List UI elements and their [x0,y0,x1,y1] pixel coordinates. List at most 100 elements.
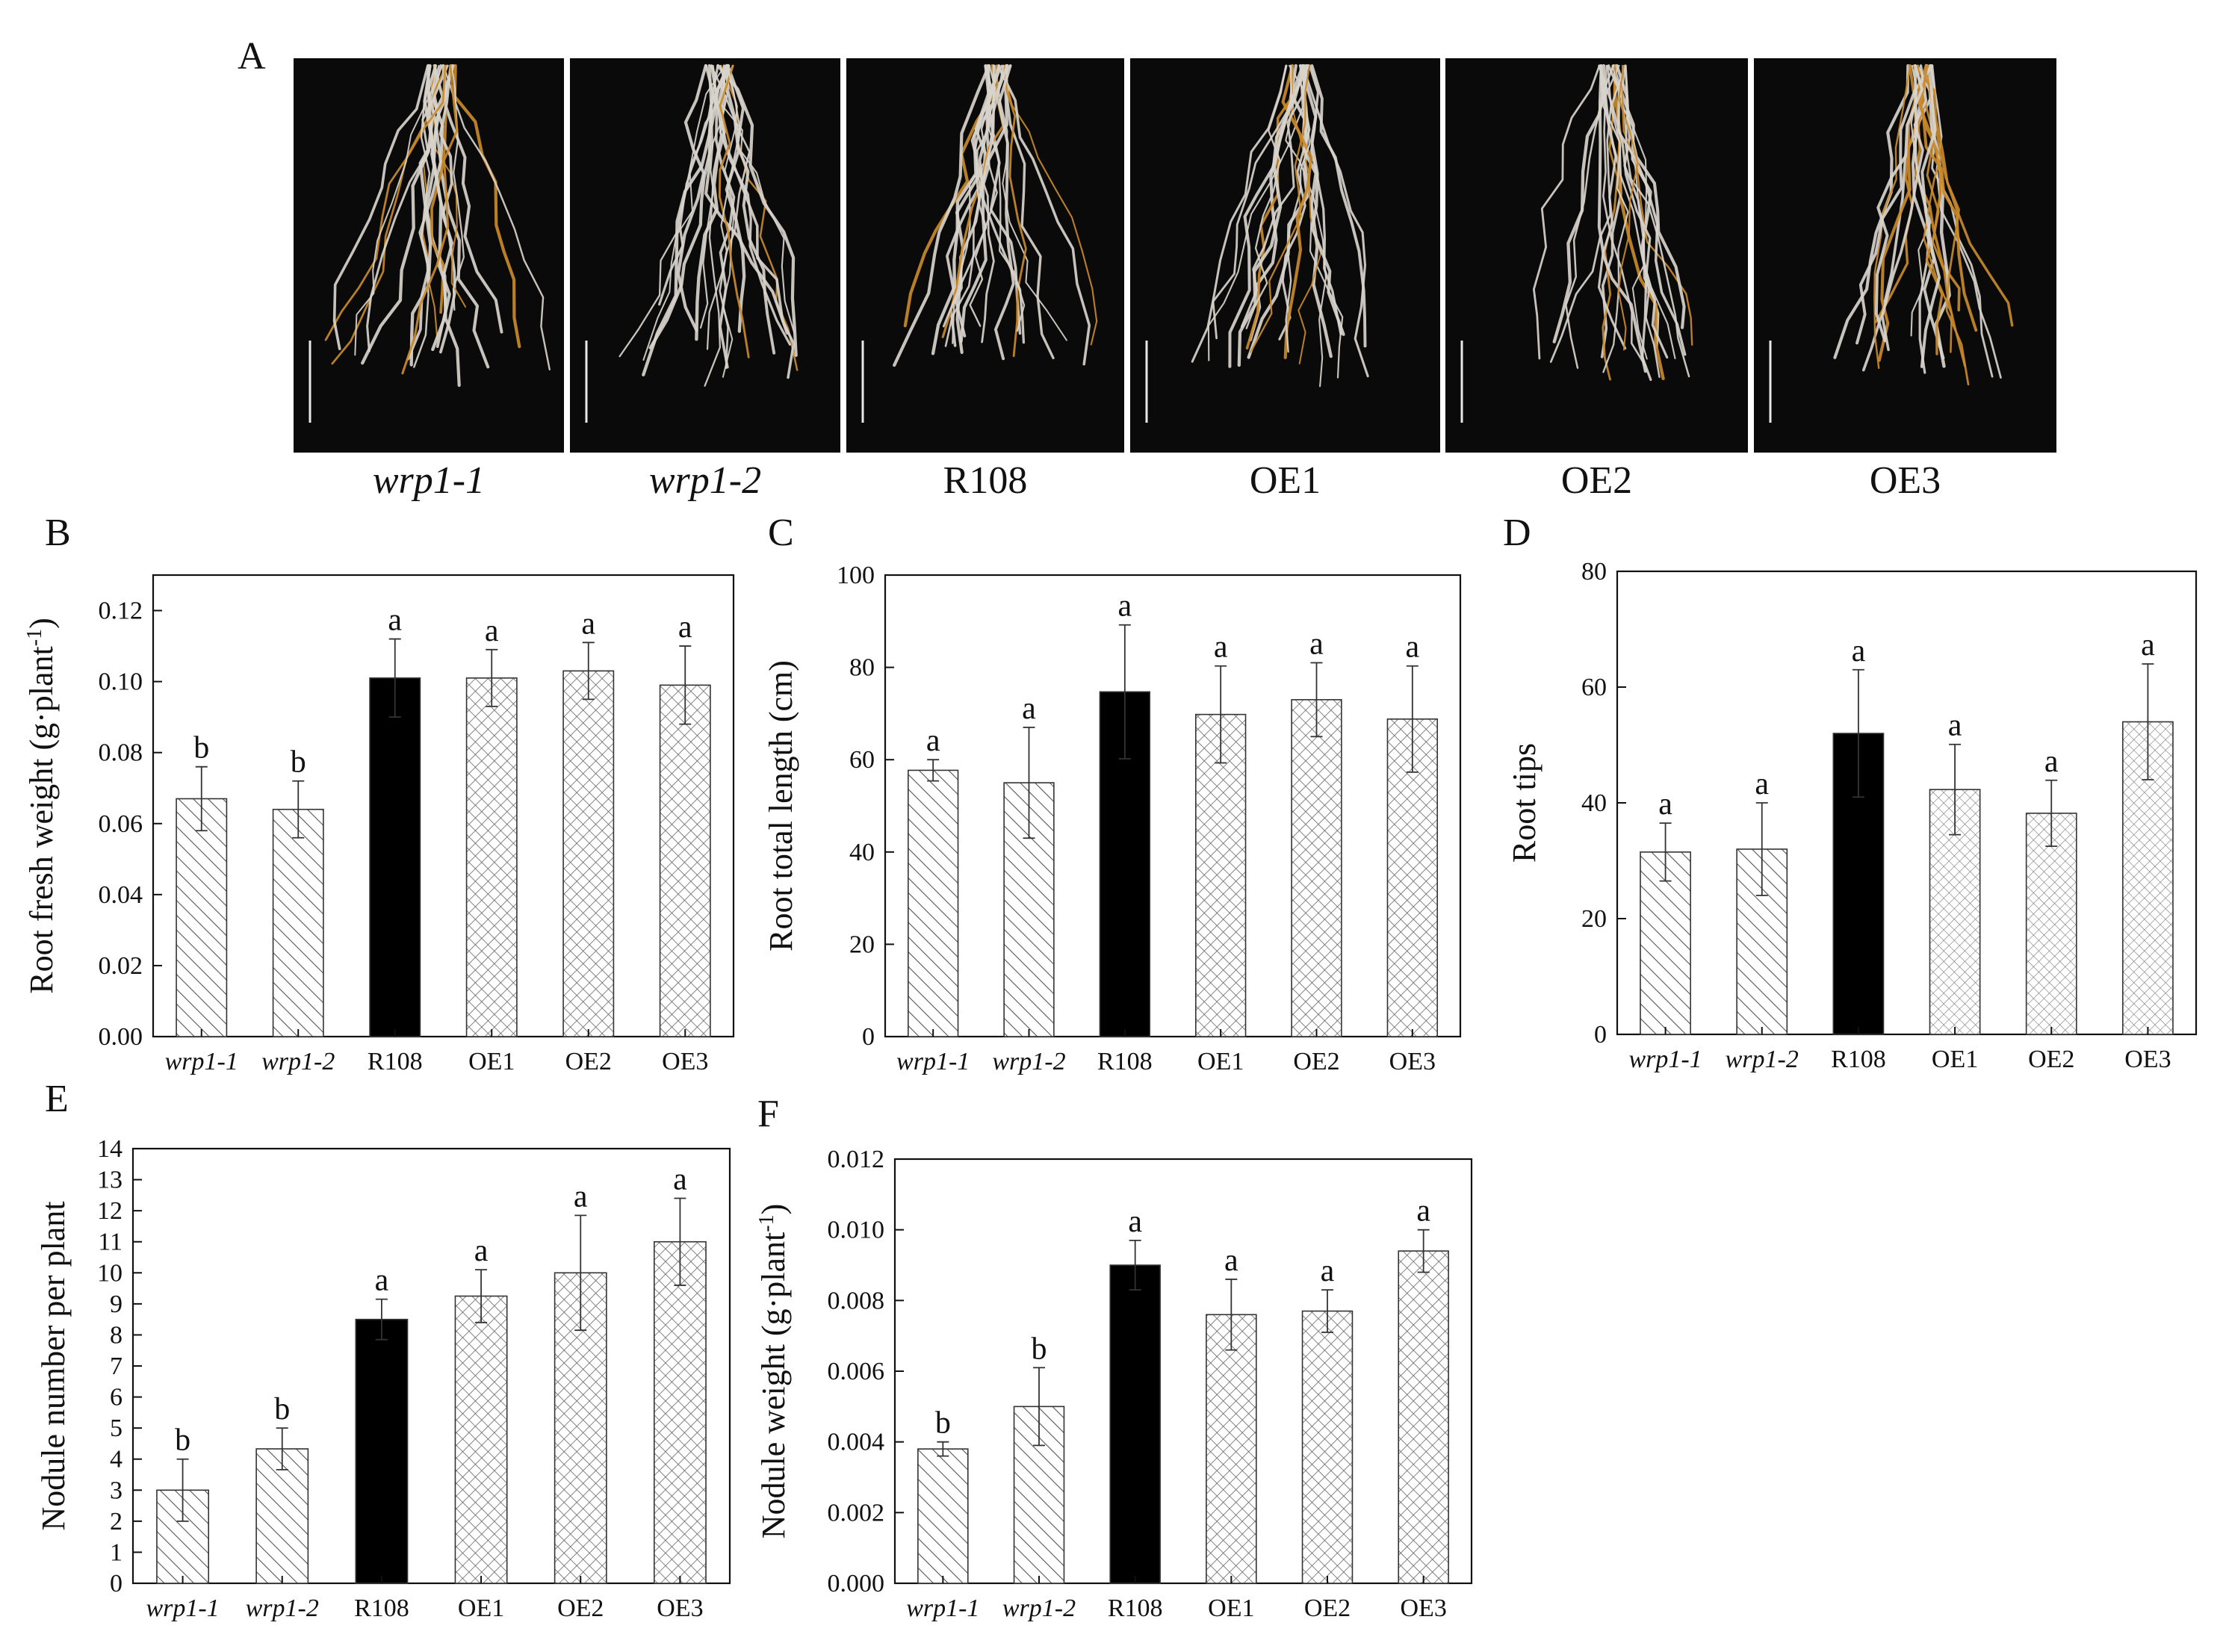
y-tick-label: 0.004 [828,1429,885,1456]
x-tick-label: wrp1-2 [246,1594,319,1622]
root-system-drawing [1833,63,2014,386]
significance-letter: a [2141,628,2155,662]
y-tick-label: 100 [837,562,875,589]
y-tick-label: 20 [1581,905,1607,933]
bar-charts: 0.00 0.02 0.04 0.06 0.08 0.10 0.12 Root fresh w… [23,558,2198,1622]
y-tick-label: 0.08 [99,739,143,767]
bar-OE2 [1301,1310,1354,1584]
significance-letter: a [1755,767,1769,801]
x-tick-label: OE3 [662,1048,708,1075]
photo-label: wrp1-2 [649,459,761,502]
x-tick-label: OE3 [657,1594,703,1622]
x-tick-label: OE2 [557,1594,604,1622]
bar-OE1 [1206,1314,1257,1584]
root-system-drawing [1533,63,1693,382]
y-tick-label: 1 [110,1538,123,1566]
x-tick-label: wrp1-2 [261,1048,335,1075]
significance-letter: a [1406,630,1420,665]
bar-R108 [355,1318,409,1584]
y-tick-label: 0.10 [99,668,143,696]
y-tick-label: 12 [97,1197,123,1225]
significance-letter: b [193,731,209,766]
significance-letter: b [935,1406,951,1441]
x-tick-label: R108 [1108,1594,1163,1622]
root-photo-6: OE3 [1754,58,2056,502]
significance-letter: b [274,1392,290,1426]
plot-frame [1616,570,2198,1036]
bar-OE1 [465,677,518,1037]
y-axis-label: Root total length (cm) [763,660,799,951]
y-tick-label: 0.02 [99,952,143,980]
bar-wrp1-1 [176,798,228,1037]
y-tick-label: 0.000 [828,1570,885,1597]
x-tick-label: wrp1-1 [165,1048,238,1075]
root-system-drawing [1191,63,1369,388]
x-tick-label: wrp1-1 [1628,1046,1702,1073]
y-axis-label: Root tips [1506,743,1543,863]
root-system-drawing [893,63,1098,367]
plot-frame [884,574,1462,1038]
y-tick-label: 10 [97,1259,123,1287]
y-tick-label: 0.12 [99,597,143,625]
x-tick-label: OE1 [468,1048,515,1075]
x-tick-label: R108 [1097,1048,1153,1075]
bar-R108 [1109,1264,1161,1584]
y-tick-label: 20 [849,931,875,958]
panel-letter-D: D [1503,512,1531,554]
significance-letter: a [581,606,595,641]
x-tick-label: OE1 [1197,1048,1244,1075]
x-tick-label: OE2 [565,1048,612,1075]
y-tick-label: 0.06 [99,810,143,838]
significance-letter: a [1852,634,1866,668]
root-photo-strip: wrp1-1 wrp1-2 R108 OE1 OE2 OE3 [294,58,2056,502]
bar-wrp1-1 [908,769,959,1037]
y-tick-label: 3 [110,1476,123,1504]
chart-B: 0.00 0.02 0.04 0.06 0.08 0.10 0.12 Root fresh w… [23,574,735,1075]
bar-wrp1-2 [272,808,324,1037]
y-tick-label: 0.006 [828,1358,885,1385]
x-tick-label: wrp1-1 [146,1594,219,1622]
root-photo-3: R108 [846,58,1124,502]
x-tick-label: R108 [1831,1046,1886,1073]
chart-F: 0.000 0.002 0.004 0.006 0.008 0.010 0.012 Nodul… [755,1146,1473,1622]
x-tick-label: wrp1-2 [1002,1594,1076,1622]
y-tick-label: 6 [110,1384,123,1412]
photo-label: wrp1-1 [373,459,485,502]
x-tick-label: wrp1-2 [992,1048,1065,1075]
plot-frame [893,1158,1473,1585]
significance-letter: b [175,1423,190,1458]
y-tick-label: 0.04 [99,881,143,909]
chart-D: 0 20 40 60 80 Root tips a wrp1-1 a wrp1-2 a R108 a OE… [1506,558,2198,1073]
panel-letter-C: C [768,512,794,554]
x-tick-label: OE2 [2028,1046,2074,1073]
significance-letter: a [1416,1194,1430,1229]
root-photo-4: OE1 [1130,58,1440,502]
significance-letter: a [673,1163,687,1197]
y-tick-label: 60 [1581,674,1607,701]
x-tick-label: OE1 [1932,1046,1978,1073]
bar-OE1 [454,1295,508,1584]
photo-label: R108 [943,459,1028,502]
x-tick-label: OE2 [1304,1594,1351,1622]
significance-letter: a [485,614,499,648]
bar-OE3 [659,684,711,1037]
root-photo-1: wrp1-1 [294,58,564,502]
y-tick-label: 8 [110,1321,123,1349]
y-tick-label: 2 [110,1508,123,1535]
bar-OE2 [1291,699,1342,1037]
x-tick-label: OE3 [1401,1594,1447,1622]
y-axis-label: Nodule number per plant [35,1201,72,1530]
y-tick-label: 80 [849,654,875,682]
photo-background [1754,58,2056,453]
significance-letter: a [1321,1254,1335,1288]
panel-letter-A: A [238,35,266,78]
significance-letter: a [1128,1205,1142,1239]
bar-OE3 [1398,1250,1449,1584]
photo-background [570,58,840,453]
x-tick-label: OE1 [1208,1594,1254,1622]
y-tick-label: 40 [1581,789,1607,817]
x-tick-label: wrp1-1 [906,1594,979,1622]
photo-label: OE2 [1561,459,1632,502]
x-tick-label: wrp1-1 [896,1048,970,1075]
